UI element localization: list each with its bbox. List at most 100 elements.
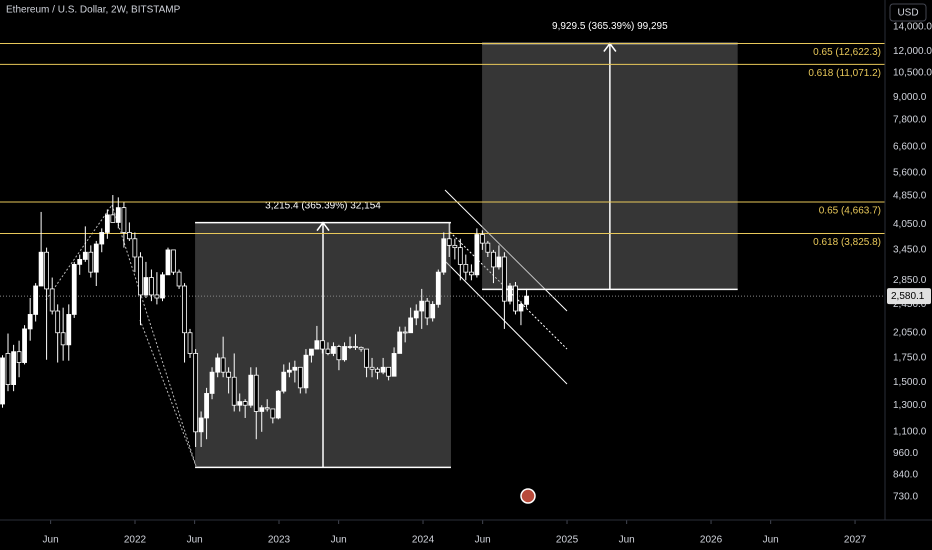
candle-body — [82, 251, 88, 260]
last-price-label: 2,580.1 — [891, 291, 925, 302]
y-tick-label: 4,050.0 — [893, 219, 927, 230]
candle-body — [11, 351, 17, 385]
candle-body — [66, 314, 72, 346]
candle-body — [209, 371, 215, 394]
candle-body — [297, 366, 303, 389]
measure-label: 9,929.5 (365.39%) 99,295 — [552, 21, 668, 32]
candle-body — [358, 346, 364, 350]
currency: USD — [897, 8, 918, 19]
candle-body — [336, 346, 342, 361]
candle-body — [270, 408, 276, 419]
y-tick-label: 1,750.0 — [893, 353, 927, 364]
y-tick-label: 10,500.0 — [893, 67, 932, 78]
drawings — [45, 189, 568, 467]
y-tick-label: 1,500.0 — [893, 377, 927, 388]
candle-body — [303, 354, 309, 389]
candle-body — [237, 401, 243, 406]
candle-body — [375, 368, 380, 373]
candle-body — [88, 251, 94, 273]
trend-line — [111, 204, 197, 467]
candle-body — [115, 207, 121, 223]
x-tick-label: 2023 — [268, 535, 291, 546]
x-tick-label: 2024 — [412, 535, 435, 546]
candle-body — [226, 371, 232, 378]
candle-body — [193, 353, 199, 433]
candle-body — [104, 214, 110, 233]
channel-line — [444, 189, 568, 312]
candle-body — [220, 357, 226, 373]
level-label: 0.65 (4,663.7) — [819, 206, 881, 217]
candle-body — [160, 274, 165, 299]
x-tick-label: Jun — [187, 535, 203, 546]
y-tick-label: 2,050.0 — [893, 327, 927, 338]
y-tick-label: 730.0 — [893, 492, 918, 503]
trend-line — [45, 204, 113, 301]
channel-mid — [449, 231, 568, 350]
currency-box[interactable] — [889, 3, 927, 22]
candle-body — [347, 346, 353, 348]
candle-body — [187, 332, 193, 354]
candle-body — [121, 207, 127, 233]
level-label: 0.65 (12,622.3) — [813, 47, 881, 58]
candle-body — [501, 256, 507, 302]
candle-body — [77, 259, 83, 265]
candle-body — [331, 346, 336, 354]
candle-body — [419, 300, 425, 312]
x-tick-label: Jun — [475, 535, 491, 546]
candle-body — [110, 214, 116, 223]
candle-body — [513, 285, 518, 312]
x-tick-label: Jun — [331, 535, 347, 546]
candle-body — [264, 407, 270, 410]
y-tick-label: 14,000.0 — [893, 22, 932, 33]
candle-body — [27, 314, 33, 330]
y-tick-label: 1,100.0 — [893, 426, 927, 437]
candle-body — [93, 243, 99, 273]
candle-body — [424, 300, 430, 319]
x-tick-label: 2027 — [844, 535, 867, 546]
candle-body — [309, 348, 314, 356]
candle-body — [38, 251, 44, 287]
candle-body — [518, 303, 524, 312]
candle-body — [176, 271, 182, 287]
y-tick-label: 7,800.0 — [893, 115, 927, 126]
y-tick-label: 960.0 — [893, 448, 918, 459]
x-tick-label: Jun — [43, 535, 59, 546]
candle-body — [182, 285, 187, 334]
candle-body — [413, 310, 419, 319]
candle-body — [126, 232, 132, 240]
arrow-head — [316, 221, 330, 232]
candle-body — [485, 242, 491, 253]
candle-body — [49, 288, 55, 312]
candle-body — [55, 310, 61, 334]
candle-body — [474, 234, 480, 276]
candle-body — [479, 234, 485, 244]
chart-title: Ethereum / U.S. Dollar, 2W, BITSTAMP — [6, 5, 181, 16]
x-tick-label: Jun — [763, 535, 779, 546]
candle-body — [71, 263, 77, 315]
candle-body — [380, 366, 386, 373]
candle-body — [457, 247, 463, 265]
channel-line — [445, 261, 568, 385]
candle-body — [286, 369, 292, 373]
price-axis — [885, 0, 932, 550]
candle-body — [0, 357, 5, 405]
y-tick-label: 9,000.0 — [893, 92, 927, 103]
y-tick-label: 840.0 — [893, 469, 918, 480]
candle-body — [33, 285, 39, 315]
y-tick-label: 3,450.0 — [893, 245, 927, 256]
y-tick-label: 2,450.0 — [893, 299, 927, 310]
candle-body — [397, 331, 403, 354]
candle-body — [99, 232, 105, 245]
candle-body — [165, 249, 171, 276]
candle-body — [281, 371, 287, 392]
candle-body — [469, 271, 474, 276]
candle-body — [319, 340, 325, 350]
candle-body — [364, 348, 369, 368]
candle-body — [198, 417, 204, 433]
level-label: 0.618 (3,825.8) — [813, 237, 881, 248]
event-icon[interactable] — [520, 488, 536, 504]
y-tick-label: 6,600.0 — [893, 141, 927, 152]
levels: 0.65 (12,622.3) 0.618 (11,071.2) 0.65 (4,6… — [0, 42, 885, 297]
candle-body — [402, 331, 408, 334]
